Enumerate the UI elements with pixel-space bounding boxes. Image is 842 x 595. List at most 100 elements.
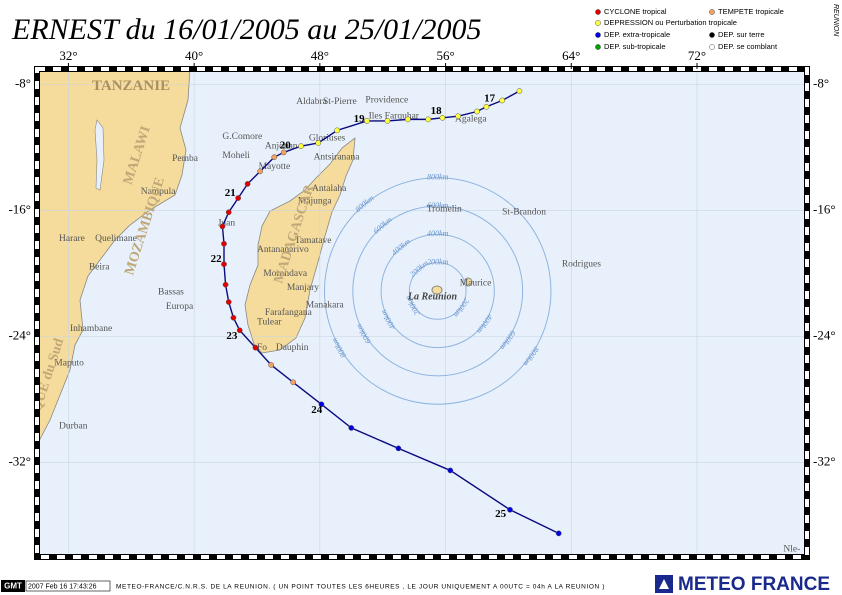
track-point (516, 88, 523, 94)
distance-ring (380, 233, 495, 349)
place-label: Antsiranana (314, 152, 361, 162)
side-label: REUNION (832, 4, 839, 37)
legend-label: DEP. extra-tropicale (604, 30, 670, 39)
ring-label: 400km (427, 229, 449, 238)
track: 17 18 19 20 21 22 23 24 25 (211, 88, 562, 537)
place-label: Rodrigues (562, 259, 601, 269)
place-label: St-Brandon (502, 207, 546, 217)
lat-tick-label-right: -8° (813, 76, 829, 91)
track-point (455, 113, 461, 120)
track-point (348, 425, 355, 431)
legend-label: DEP. sub-tropicale (604, 42, 666, 51)
distance-ring (352, 205, 524, 377)
track-point (252, 344, 259, 351)
track-point (364, 118, 370, 124)
brand: METEO FRANCE (678, 574, 830, 595)
place-label: Tromelin (427, 204, 462, 214)
track-point (221, 261, 227, 268)
track-point (219, 223, 226, 230)
lon-tick-label: 56° (436, 48, 454, 63)
day-label: 23 (226, 330, 238, 342)
day-label: 24 (311, 404, 323, 416)
footer-note: METEO-FRANCE/C.N.R.S. DE LA REUNION. ( U… (116, 584, 605, 591)
legend-swatch (595, 32, 601, 38)
lat-tick-label: -24° (8, 328, 31, 343)
track-point (225, 299, 232, 305)
track-point (425, 116, 432, 123)
legend-label: DEP. se comblant (718, 42, 778, 51)
place-label: Fo (257, 343, 267, 353)
legend-swatch (709, 32, 715, 38)
track-point (315, 140, 322, 146)
grid (37, 69, 807, 557)
place-label: Beira (89, 263, 110, 273)
day-label: 25 (495, 508, 507, 520)
africa (37, 69, 191, 446)
track-point (384, 118, 391, 124)
day-label: 17 (484, 92, 496, 104)
lake (94, 119, 105, 191)
place-label: Anjouan (265, 141, 298, 151)
track-point (507, 506, 513, 513)
track-point (395, 445, 402, 452)
legend-swatch (709, 9, 715, 15)
track-point (244, 181, 251, 187)
place-label: Aldabra (296, 97, 327, 107)
timestamp-box (25, 580, 111, 592)
track-point (474, 108, 480, 115)
place-label: Manakara (306, 300, 345, 310)
place-label: Dauphin (276, 343, 309, 353)
track-point (290, 379, 296, 386)
ring-label: 800km (427, 173, 449, 182)
place-label: Maurice (460, 278, 492, 288)
place-label: Europa (166, 302, 194, 312)
place-label: Providence (365, 96, 408, 106)
day-label: 21 (225, 187, 236, 199)
place-label: Gloriuses (309, 133, 346, 143)
place-label: Inhambane (70, 324, 112, 334)
place-label: Antalaha (312, 184, 347, 194)
day-label: 20 (280, 140, 292, 152)
track-point (439, 114, 446, 121)
madagascar (244, 137, 356, 354)
track-point (483, 103, 490, 110)
legend-label: CYCLONE tropical (604, 7, 667, 16)
legend-label: DEP. sur terre (718, 30, 765, 39)
distance-ring (408, 262, 467, 320)
ring-label: 600km (427, 201, 449, 210)
place-label: Iles Farquhar (369, 111, 420, 121)
place-label: G.Comore (222, 132, 262, 142)
legend: CYCLONE tropical TEMPETE tropicale DEPRESS… (595, 7, 784, 51)
track-point (230, 314, 237, 321)
place-label: Agalega (455, 115, 487, 125)
gmt-box (1, 580, 25, 592)
footer: GMT 2007 Feb 16 17:43:26 METEO-FRANCE/C.… (1, 574, 830, 595)
track-point (555, 530, 562, 537)
timestamp: 2007 Feb 16 17:43:26 (28, 583, 97, 590)
lat-tick-label-right: -16° (813, 202, 836, 217)
lat-tick-label: -32° (8, 454, 31, 469)
lat-tick-label: -8° (15, 76, 31, 91)
place-label: Durban (59, 422, 88, 432)
lon-tick-label: 72° (688, 48, 706, 63)
track-point (235, 195, 241, 201)
place-label: Bassas (158, 288, 184, 298)
legend-swatch (709, 44, 715, 50)
place-label: Nampula (141, 187, 177, 197)
lon-tick-label: 40° (185, 48, 203, 63)
place-label: Tamatave (295, 236, 332, 246)
track-point (257, 168, 263, 175)
place-label: Morondava (263, 269, 308, 279)
legend-label: DEPRESSION ou Perturbation tropicale (604, 18, 737, 27)
track-point (447, 467, 454, 474)
distance-ring (323, 177, 552, 405)
lat-tick-label: -16° (8, 202, 31, 217)
mauritius-island (463, 277, 473, 287)
place-label: Harare (59, 234, 85, 244)
reunion-label: La Reunion (407, 292, 458, 303)
place-label: Manjary (287, 283, 319, 293)
track-point (222, 281, 229, 288)
place-label: TANZANIE (92, 78, 170, 94)
place-label: Mayotte (259, 162, 291, 172)
